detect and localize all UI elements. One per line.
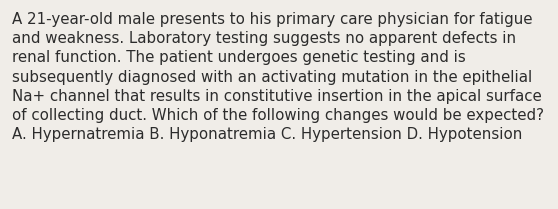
Text: A 21-year-old male presents to his primary care physician for fatigue and weakne: A 21-year-old male presents to his prima… <box>12 12 544 142</box>
